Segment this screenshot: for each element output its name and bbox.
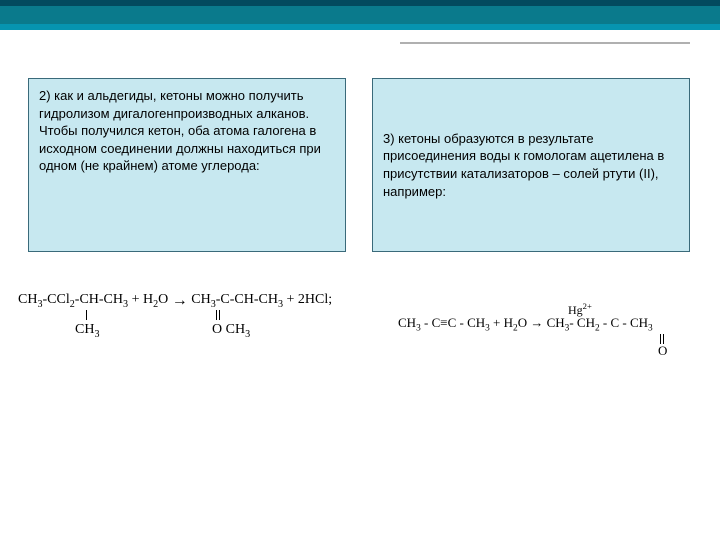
header-band-3 xyxy=(0,24,720,30)
cl-l1f: CH xyxy=(188,292,211,307)
cl-l2o: O xyxy=(212,322,222,337)
cl-l1h: + 2HCl; xyxy=(283,292,332,307)
chem-equation-left: CH3-CCl2-CH-CH3 + H2O → CH3-C-CH-CH3 + 2… xyxy=(18,290,378,338)
cl-l1g: -C-CH-CH xyxy=(216,292,278,307)
text-box-left-content: 2) как и альдегиды, кетоны можно получит… xyxy=(39,88,321,173)
text-box-left: 2) как и альдегиды, кетоны можно получит… xyxy=(28,78,346,252)
cl-l1d: + H xyxy=(128,292,153,307)
cl-bond2a xyxy=(216,310,217,320)
cr-l1c: + H xyxy=(490,315,513,330)
cr-s6: 3 xyxy=(648,324,653,334)
slide: 2) как и альдегиды, кетоны можно получит… xyxy=(0,0,720,540)
cl-l1a: CH xyxy=(18,292,37,307)
cl-arrow: → xyxy=(172,292,188,310)
cr-l1b: - C≡C - CH xyxy=(421,315,485,330)
cr-hgc: 2+ xyxy=(583,301,592,311)
cl-s7: 3 xyxy=(94,329,99,340)
cl-l2ch3: CH xyxy=(222,322,245,337)
cl-s8: 3 xyxy=(245,329,250,340)
cr-l1d: O → CH xyxy=(518,315,565,330)
cl-l1e: O xyxy=(158,292,172,307)
header-band-2 xyxy=(0,6,720,24)
cl-bond2b xyxy=(219,310,220,320)
cr-hg: Hg xyxy=(568,303,583,317)
accent-line xyxy=(400,42,690,44)
text-box-right-content: 3) кетоны образуются в результате присое… xyxy=(383,130,679,200)
cr-l1a: CH xyxy=(398,315,416,330)
cr-l2o: O xyxy=(658,344,667,359)
cl-l2l: CH xyxy=(75,322,94,337)
cl-l1c: -CH-CH xyxy=(75,292,123,307)
cl-bond1 xyxy=(86,310,87,320)
chem-equation-right: Hg2+ CH3 - C≡C - CH3 + H2O → CH3- CH2 - … xyxy=(398,302,718,358)
text-box-right: 3) кетоны образуются в результате присое… xyxy=(372,78,690,252)
cl-l1b: -CCl xyxy=(43,292,70,307)
cr-l1f: - C - CH xyxy=(600,315,648,330)
